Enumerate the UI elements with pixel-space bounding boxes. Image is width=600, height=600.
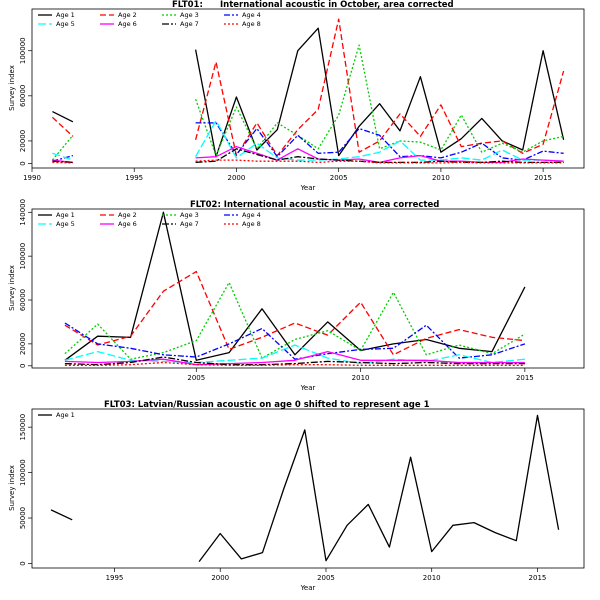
series-line-age-6 xyxy=(64,350,525,366)
flt02-legend: Age 1 Age 2 Age 3 Age 4 Age 5 Age 6 Age 7 Age 8 xyxy=(38,211,261,228)
legend-label: Age 1 xyxy=(56,211,75,219)
x-tick-label: 2015 xyxy=(529,574,547,582)
legend-label: Age 7 xyxy=(180,220,199,228)
series-line-age-8 xyxy=(64,361,525,366)
y-tick-label: 60000 xyxy=(19,85,27,107)
legend-label: Age 8 xyxy=(242,20,261,28)
legend-label: Age 3 xyxy=(180,211,199,219)
y-tick-label: 0 xyxy=(19,161,27,165)
legend-label: Age 6 xyxy=(118,20,137,28)
series-line-age-1 xyxy=(52,27,565,158)
flt01-plot-frame xyxy=(31,8,585,169)
y-tick-label: 100000 xyxy=(19,459,27,486)
legend-label: Age 2 xyxy=(118,11,137,19)
y-tick-label: 20000 xyxy=(19,333,27,355)
legend-label: Age 6 xyxy=(118,220,137,228)
x-tick-label: 2015 xyxy=(534,174,552,182)
x-tick-label: 2010 xyxy=(423,574,441,582)
y-tick-label: 100000 xyxy=(19,243,27,270)
y-tick-label: 100000 xyxy=(19,37,27,64)
x-tick-label: 2005 xyxy=(187,374,205,382)
flt01-series xyxy=(51,18,565,164)
flt01-x-axis-label: Year xyxy=(300,184,316,192)
flt03-legend: Age 1 xyxy=(38,411,75,419)
legend-label: Age 4 xyxy=(242,11,261,19)
legend-label: Age 5 xyxy=(56,20,75,28)
series-line-age-5 xyxy=(52,119,564,162)
y-tick-label: 140000 xyxy=(19,199,27,226)
x-tick-label: 2005 xyxy=(317,574,335,582)
panel-flt01: FLT01: International acoustic in October… xyxy=(8,0,585,192)
panel-flt03: FLT03: Latvian/Russian acoustic on age 0… xyxy=(8,400,585,592)
x-tick-label: 2000 xyxy=(228,174,246,182)
legend-label: Age 1 xyxy=(56,411,75,419)
flt02-x-axis-label: Year xyxy=(300,384,316,392)
flt02-plot-frame xyxy=(31,208,585,369)
legend-label: Age 4 xyxy=(242,211,261,219)
y-tick-label: 0 xyxy=(19,561,27,565)
series-line-age-8 xyxy=(52,159,564,164)
x-tick-label: 1995 xyxy=(125,174,143,182)
flt03-axes: 1995 2000 2005 2010 2015 0 50000 100000 150000 xyxy=(19,414,546,582)
legend-label: Age 2 xyxy=(118,211,137,219)
flt01-title-code: FLT01: xyxy=(172,0,203,10)
y-tick-label: 0 xyxy=(19,364,27,368)
series-line-age-1 xyxy=(64,211,526,361)
flt02-y-axis-label: Survey index xyxy=(8,265,16,311)
y-tick-label: 50000 xyxy=(19,507,27,529)
series-line-age-1 xyxy=(50,414,560,562)
x-tick-label: 2010 xyxy=(432,174,450,182)
flt03-title: FLT03: Latvian/Russian acoustic on age 0… xyxy=(104,400,430,410)
x-tick-label: 1995 xyxy=(106,574,124,582)
flt02-axes: 2005 2010 2015 0 20000 60000 100000 140000 xyxy=(19,199,534,382)
flt03-plot-frame xyxy=(31,408,585,569)
x-tick-label: 2010 xyxy=(352,374,370,382)
series-line-age-7 xyxy=(64,356,525,366)
series-line-age-3 xyxy=(64,281,526,360)
legend-label: Age 8 xyxy=(242,220,261,228)
series-line-age-2 xyxy=(51,18,565,157)
legend-label: Age 3 xyxy=(180,11,199,19)
x-tick-label: 2005 xyxy=(330,174,348,182)
flt01-y-axis-label: Survey index xyxy=(8,65,16,111)
flt01-legend: Age 1 Age 2 Age 3 Age 4 Age 5 Age 6 Age 7 Age 8 xyxy=(38,11,261,28)
flt03-x-axis-label: Year xyxy=(300,584,316,592)
flt03-series xyxy=(50,414,560,562)
y-tick-label: 60000 xyxy=(19,289,27,311)
flt02-title: FLT02: International acoustic in May, ar… xyxy=(190,200,439,210)
x-tick-label: 2015 xyxy=(516,374,534,382)
flt01-axes: 1990 1995 2000 2005 2010 2015 0 20000 60000 10000… xyxy=(19,37,552,182)
flt02-series xyxy=(64,211,526,366)
legend-label: Age 1 xyxy=(56,11,75,19)
flt03-y-axis-label: Survey index xyxy=(8,465,16,511)
series-line-age-4 xyxy=(64,322,526,360)
legend-label: Age 7 xyxy=(180,20,199,28)
series-line-age-2 xyxy=(64,270,525,356)
y-tick-label: 20000 xyxy=(19,130,27,152)
x-tick-label: 1990 xyxy=(23,174,41,182)
series-line-age-3 xyxy=(51,44,564,161)
legend-label: Age 5 xyxy=(56,220,75,228)
x-tick-label: 2000 xyxy=(211,574,229,582)
y-tick-label: 150000 xyxy=(19,414,27,441)
panel-flt02: FLT02: International acoustic in May, ar… xyxy=(8,199,585,392)
flt01-title: International acoustic in October, area … xyxy=(220,0,454,10)
